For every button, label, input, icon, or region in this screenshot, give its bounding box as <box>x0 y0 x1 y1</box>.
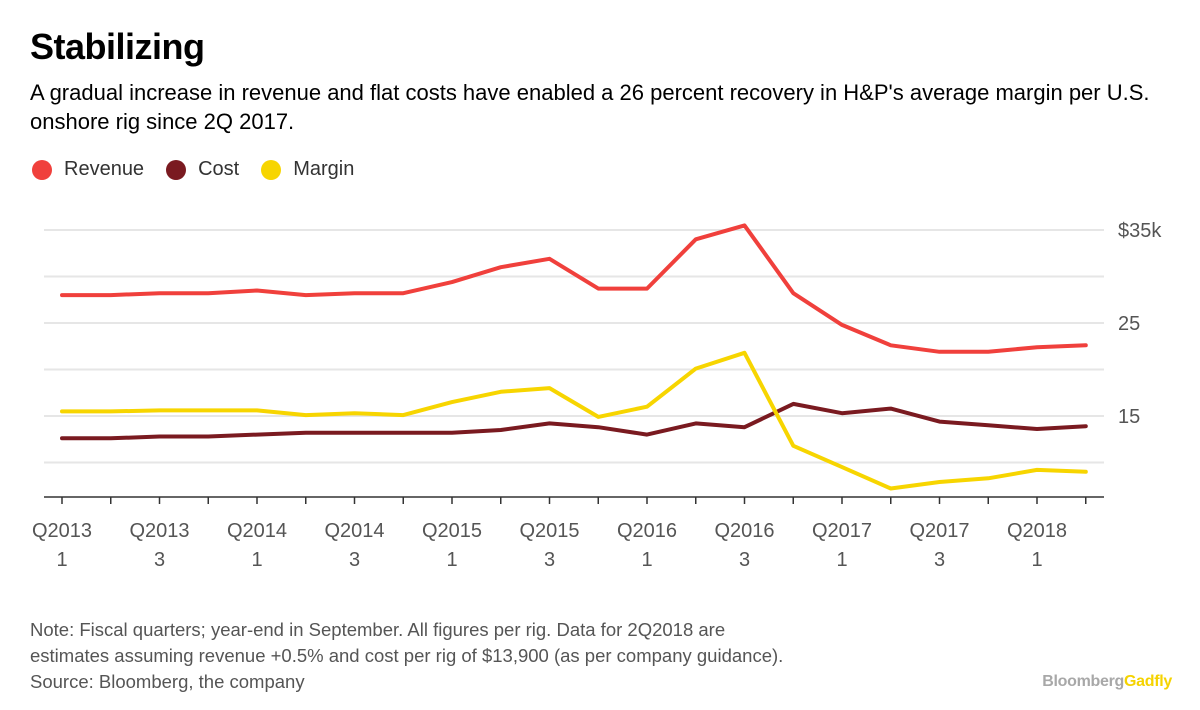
legend-label-cost: Cost <box>198 158 240 180</box>
chart-subtitle: A gradual increase in revenue and flat c… <box>30 80 1150 134</box>
legend-item-cost: Cost <box>166 158 239 181</box>
x-tick-label-bottom-4: 1 <box>251 549 262 571</box>
x-tick-label-bottom-16: 1 <box>836 549 847 571</box>
series-line-revenue <box>60 223 1088 354</box>
series-line-margin <box>60 350 1088 491</box>
x-tick-label-top-14: Q2016 <box>714 520 774 542</box>
brand-logo-part2: Gadfly <box>1124 673 1172 690</box>
x-tick-label-bottom-18: 3 <box>934 549 945 571</box>
x-tick-label-top-18: Q2017 <box>909 520 969 542</box>
chart-note: Note: Fiscal quarters; year-end in Septe… <box>30 617 1030 695</box>
y-tick-label-25: 25 <box>1118 313 1140 335</box>
legend-item-margin: Margin <box>261 158 354 181</box>
x-tick-label-top-4: Q2014 <box>227 520 287 542</box>
x-tick-label-bottom-2: 3 <box>154 549 165 571</box>
x-tick-label-bottom-10: 3 <box>544 549 555 571</box>
legend-label-margin: Margin <box>293 158 355 180</box>
x-tick-label-top-0: Q2013 <box>32 520 92 542</box>
note-line-1: Note: Fiscal quarters; year-end in Septe… <box>30 619 726 640</box>
source-line: Source: Bloomberg, the company <box>30 671 305 692</box>
legend-item-revenue: Revenue <box>32 158 144 181</box>
x-tick-label-bottom-20: 1 <box>1031 549 1042 571</box>
x-tick-label-top-16: Q2017 <box>812 520 872 542</box>
x-tick-label-top-2: Q2013 <box>129 520 189 542</box>
brand-logo-part1: Bloomberg <box>1042 673 1124 690</box>
legend-swatch-margin <box>261 159 282 180</box>
x-tick-label-bottom-8: 1 <box>446 549 457 571</box>
x-tick-label-bottom-12: 1 <box>641 549 652 571</box>
x-tick-label-top-10: Q2015 <box>519 520 579 542</box>
legend: Revenue Cost Margin <box>32 158 376 181</box>
line-chart: $35k 25 15 Q2013 1 Q2013 3 Q2014 1 Q2014 3 Q2015 1 Q2… <box>32 220 1162 571</box>
x-tick-label-top-12: Q2016 <box>617 520 677 542</box>
chart-title: Stabilizing <box>30 26 205 67</box>
x-tick-label-bottom-14: 3 <box>739 549 750 571</box>
x-tick-label-top-8: Q2015 <box>422 520 482 542</box>
x-tick-label-bottom-6: 3 <box>349 549 360 571</box>
y-tick-label-15: 15 <box>1118 406 1140 428</box>
x-tick-label-top-20: Q2018 <box>1007 520 1067 542</box>
x-tick-label-top-6: Q2014 <box>324 520 384 542</box>
legend-label-revenue: Revenue <box>64 158 145 180</box>
note-line-2: estimates assuming revenue +0.5% and cos… <box>30 645 784 666</box>
x-tick-label-bottom-0: 1 <box>56 549 67 571</box>
brand-logo: BloombergGadfly <box>1042 673 1172 691</box>
legend-swatch-cost <box>166 159 187 180</box>
legend-swatch-revenue <box>32 159 52 180</box>
y-tick-label-35: $35k <box>1118 220 1162 242</box>
series-line-cost <box>60 401 1088 441</box>
